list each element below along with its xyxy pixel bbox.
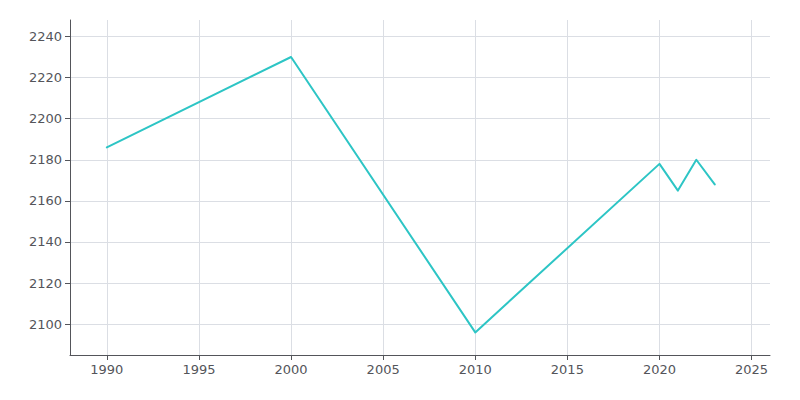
svg-text:2220: 2220 [29,70,62,85]
svg-text:2020: 2020 [643,362,676,377]
svg-text:2240: 2240 [29,29,62,44]
svg-text:1995: 1995 [182,362,215,377]
svg-text:2100: 2100 [29,317,62,332]
svg-text:2140: 2140 [29,234,62,249]
svg-text:2000: 2000 [275,362,308,377]
svg-text:2180: 2180 [29,152,62,167]
svg-text:1990: 1990 [90,362,123,377]
svg-text:2010: 2010 [459,362,492,377]
svg-text:2025: 2025 [735,362,768,377]
svg-text:2160: 2160 [29,193,62,208]
svg-text:2200: 2200 [29,111,62,126]
svg-text:2015: 2015 [551,362,584,377]
svg-text:2005: 2005 [367,362,400,377]
svg-text:2120: 2120 [29,276,62,291]
